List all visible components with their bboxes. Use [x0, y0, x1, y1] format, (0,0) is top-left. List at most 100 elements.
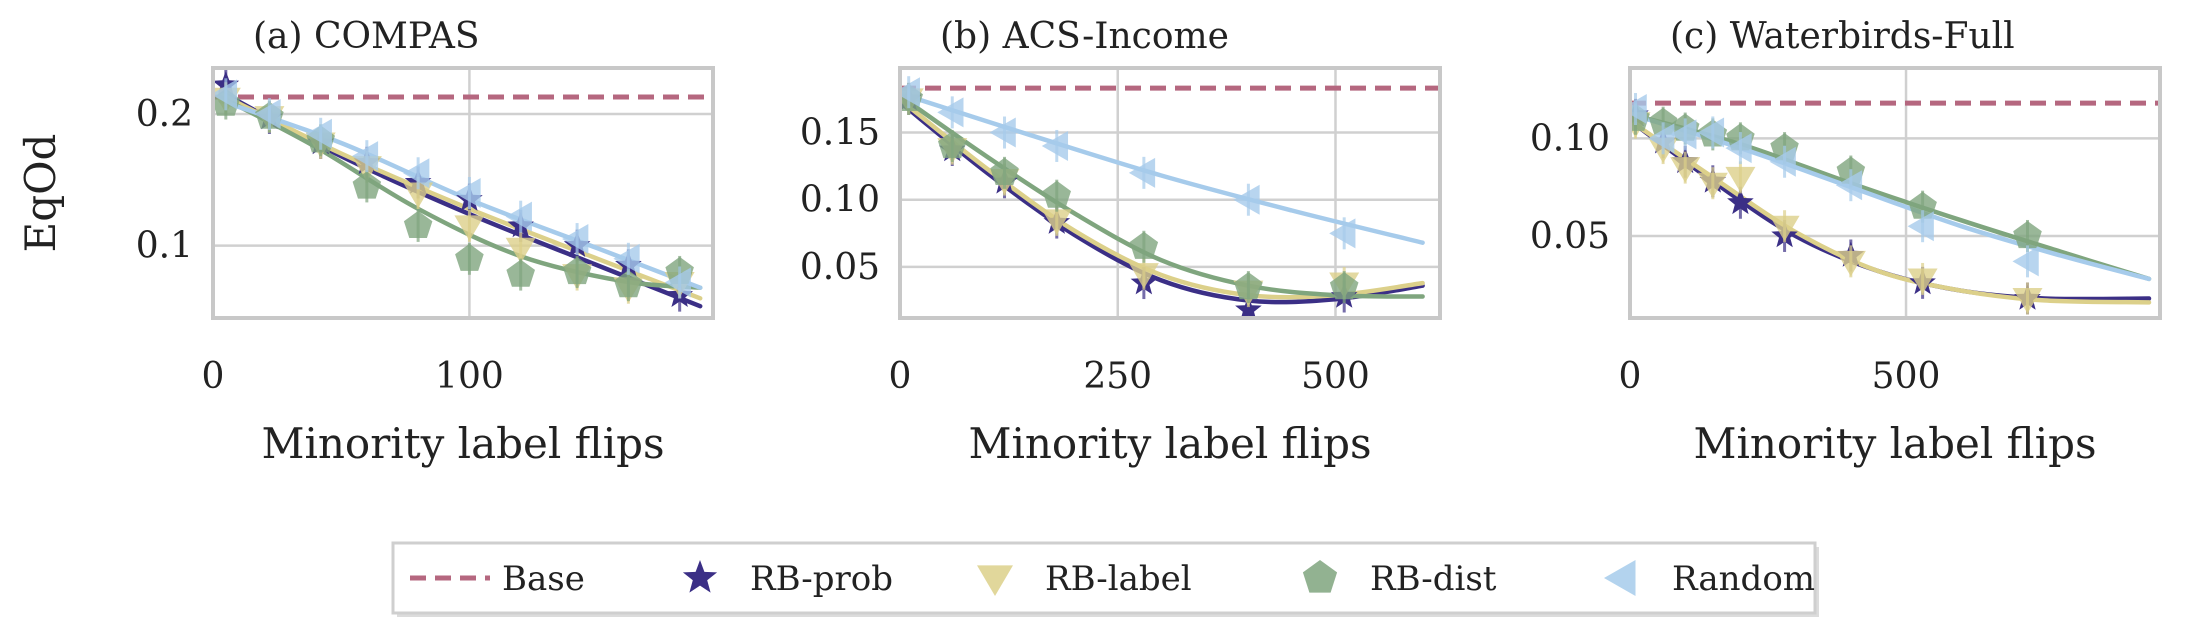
- rb-label-marker: [1041, 209, 1072, 235]
- rb-label-marker: [454, 215, 485, 241]
- y-tick-label: 0.05: [1530, 216, 1610, 257]
- plot-frame: [1628, 66, 2162, 320]
- plot-background: [900, 68, 1440, 318]
- legend-label: Base: [502, 559, 585, 599]
- legend-item-base: Base: [410, 559, 585, 599]
- y-tick-label: 0.2: [136, 94, 193, 135]
- x-tick-label: 500: [1872, 356, 1941, 397]
- random-fit-curve: [1630, 112, 2152, 282]
- y-tick-label: 0.10: [1530, 118, 1610, 159]
- rb-dist-marker: [455, 243, 484, 271]
- rb-label-marker: [2012, 287, 2043, 314]
- legend-swatch: [1302, 560, 1338, 593]
- chart-panel-2: (b) ACS-Income 0 250 500 0.05 0.10 0.15 Minorit…: [800, 16, 1442, 468]
- rb-label-marker: [1670, 157, 1701, 183]
- random-marker: [1670, 119, 1697, 150]
- random-marker: [1630, 94, 1647, 125]
- legend-label: RB-dist: [1370, 559, 1497, 599]
- chart-panels: (a) COMPAS 0 100 0.1 0.2 Minority label flips…: [16, 16, 2162, 468]
- rb-label-marker: [1725, 166, 1756, 193]
- rb-dist-marker: [562, 256, 592, 285]
- x-tick-label: 0: [1619, 356, 1642, 397]
- random-marker: [505, 201, 532, 232]
- rb-label-marker: [1769, 215, 1800, 242]
- rb-dist-marker: [1908, 191, 1937, 219]
- random-marker: [900, 77, 920, 108]
- x-axis-label: Minority label flips: [968, 419, 1371, 468]
- legend-item-rb-dist: RB-dist: [1302, 559, 1497, 599]
- y-tick-label: 0.15: [800, 113, 880, 154]
- random-marker: [1128, 157, 1156, 188]
- rb-dist-marker: [2013, 221, 2042, 249]
- random-marker: [562, 224, 589, 255]
- random-marker: [1835, 170, 1863, 201]
- random-marker: [613, 243, 640, 274]
- rb-dist-marker: [1234, 272, 1263, 300]
- plot-area: [213, 69, 713, 312]
- legend-label: RB-prob: [750, 559, 893, 599]
- plot-area: [1630, 93, 2160, 315]
- panel-title: (a) COMPAS: [253, 16, 480, 57]
- x-tick-label: 250: [1083, 356, 1152, 397]
- panel-title: (c) Waterbirds-Full: [1670, 16, 2015, 57]
- plot-frame: [898, 66, 1442, 320]
- random-marker: [1648, 123, 1675, 154]
- chart-panel-3: (c) Waterbirds-Full 0 500 0.05 0.10 Minority …: [1530, 16, 2162, 468]
- rb-label-marker: [1697, 172, 1728, 199]
- legend-swatch: [682, 560, 718, 593]
- random-marker: [351, 141, 379, 172]
- random-marker: [2012, 246, 2039, 277]
- random-fit-curve: [902, 92, 1425, 245]
- random-marker: [1329, 218, 1356, 249]
- random-marker: [403, 158, 430, 189]
- rb-prob-fit-curve: [902, 103, 1425, 305]
- legend-label: RB-label: [1045, 559, 1192, 599]
- random-marker: [989, 117, 1016, 148]
- rb-dist-marker: [614, 270, 643, 298]
- rb-dist-marker: [1329, 272, 1359, 300]
- rb-dist-marker: [506, 259, 535, 287]
- x-tick-label: 500: [1301, 356, 1370, 397]
- legend: Base RB-prob RB-label RB-dist Random: [391, 541, 1819, 617]
- random-marker: [1907, 211, 1934, 242]
- y-tick-label: 0.10: [800, 180, 880, 221]
- x-tick-label: 0: [202, 356, 225, 397]
- random-marker: [305, 118, 332, 149]
- rb-label-marker: [505, 237, 536, 264]
- chart-panel-1: (a) COMPAS 0 100 0.1 0.2 Minority label flips…: [16, 16, 715, 468]
- random-marker: [254, 99, 281, 130]
- rb-label-marker: [1128, 263, 1159, 289]
- plot-frame: [211, 66, 715, 320]
- rb-dist-marker: [1129, 231, 1159, 259]
- rb-label-marker: [403, 182, 434, 208]
- legend-label: Random: [1672, 559, 1815, 599]
- rb-dist-fit-curve: [1630, 112, 2152, 282]
- legend-item-random: Random: [1604, 559, 1815, 599]
- random-marker: [1769, 146, 1796, 177]
- plot-area: [900, 76, 1440, 318]
- panel-title: (b) ACS-Income: [940, 16, 1229, 57]
- random-marker: [664, 267, 691, 298]
- random-marker: [1041, 130, 1069, 161]
- rb-label-marker: [1907, 268, 1938, 294]
- rb-dist-marker: [990, 157, 1019, 185]
- rb-prob-marker: [1727, 188, 1754, 215]
- legend-swatch: [977, 565, 1013, 596]
- random-marker: [213, 79, 238, 110]
- x-axis-label: Minority label flips: [261, 419, 664, 468]
- rb-label-marker: [1835, 250, 1866, 277]
- y-axis-label: EqOd: [16, 134, 65, 253]
- legend-item-rb-prob: RB-prob: [682, 559, 893, 599]
- random-marker: [1697, 117, 1725, 148]
- x-axis-label: Minority label flips: [1693, 419, 2096, 468]
- legend-item-rb-label: RB-label: [977, 559, 1192, 599]
- random-marker: [454, 178, 481, 208]
- random-marker: [1725, 133, 1752, 164]
- x-tick-label: 100: [435, 356, 504, 397]
- x-tick-label: 0: [889, 356, 912, 397]
- random-marker: [937, 97, 964, 128]
- rb-dist-marker: [938, 131, 967, 159]
- y-tick-label: 0.1: [136, 226, 193, 267]
- rb-dist-marker: [403, 210, 433, 238]
- y-tick-label: 0.05: [800, 247, 880, 288]
